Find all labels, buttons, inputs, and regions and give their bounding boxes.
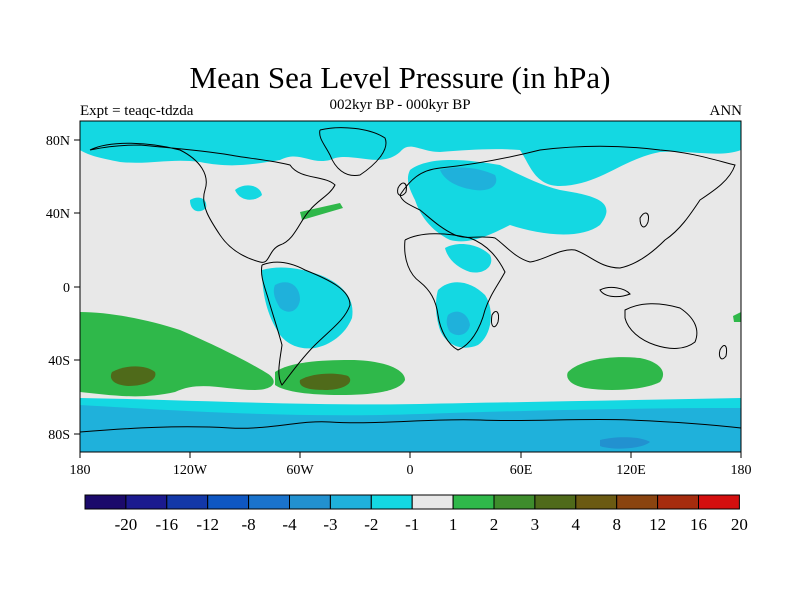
coastline-japan [639, 212, 649, 228]
tick-label-lon-60e: 60E [510, 463, 533, 478]
plot-subtitle: 002kyr BP - 000kyr BP [329, 97, 471, 113]
tick-label-lat-40n: 40N [46, 207, 70, 222]
field-contour-pos1-north-atlantic [300, 203, 343, 220]
colorbar-labels: -20 -16 -12 -8 -4 -3 -2 -1 1 2 3 4 8 12 … [115, 515, 748, 534]
colorbar-box-15 [698, 494, 740, 510]
colorbar-label-13: 12 [649, 515, 666, 534]
field-contour-pos2-south-pacific [110, 366, 156, 386]
coastline-africa [404, 233, 506, 351]
coastline-north-america [89, 142, 336, 263]
tick-label-lon-120e: 120E [616, 463, 646, 478]
field-contour-pos1-indian [567, 357, 664, 390]
colorbar-box-8 [411, 494, 454, 510]
tick-label-lon-180e: 180 [731, 463, 752, 478]
season-label: ANN [709, 103, 743, 119]
colorbar-label-4: -4 [282, 515, 297, 534]
longitude-labels: 180 120W 60W 0 60E 120E 180 [70, 463, 752, 478]
field-contour-neg1-pacific [190, 197, 207, 212]
field-contour-neg2-south-america [273, 282, 300, 312]
coastline-madagascar [491, 311, 499, 328]
colorbar-label-6: -2 [364, 515, 378, 534]
coastline-new-zealand [719, 344, 727, 360]
colorbar-label-0: -20 [115, 515, 138, 534]
colorbar-label-7: -1 [405, 515, 419, 534]
field-contour-pos1-east-pacific [733, 312, 741, 322]
tick-label-lat-80n: 80N [46, 134, 70, 149]
colorbar-box-12 [575, 494, 618, 510]
colorbar-box-3 [207, 494, 250, 510]
field-contour-neg1-north [80, 121, 741, 186]
experiment-label: Expt = teaqc-tdzda [80, 103, 194, 119]
tick-label-lat-80s: 80S [48, 428, 70, 443]
coastline-south-america [261, 261, 351, 386]
colorbar [84, 494, 740, 510]
colorbar-box-2 [166, 494, 209, 510]
tick-label-lon-0: 0 [407, 463, 414, 478]
colorbar-box-7 [370, 494, 413, 510]
axis-ticks [74, 139, 742, 458]
coastline-uk [397, 182, 407, 196]
colorbar-label-14: 16 [690, 515, 707, 534]
colorbar-label-10: 3 [531, 515, 540, 534]
colorbar-box-11 [534, 494, 577, 510]
map-field [80, 121, 741, 452]
colorbar-box-14 [657, 494, 699, 510]
coastline-australia [624, 303, 698, 349]
coastline-greenland [319, 127, 387, 177]
field-contour-neg2-south [80, 405, 741, 452]
colorbar-label-12: 8 [612, 515, 621, 534]
plot-title: Mean Sea Level Pressure (in hPa) [189, 60, 611, 95]
colorbar-label-5: -3 [323, 515, 337, 534]
colorbar-box-5 [289, 494, 331, 510]
field-contour-neg1-atlantic [235, 185, 262, 200]
tick-label-lon-180w: 180 [70, 463, 91, 478]
colorbar-box-10 [493, 494, 536, 510]
tick-label-lon-60w: 60W [286, 463, 314, 478]
colorbar-label-9: 2 [490, 515, 499, 534]
field-contour-neg2-southern-africa [446, 311, 470, 336]
field-contour-neg3-antarctic [600, 437, 650, 449]
colorbar-label-15: 20 [731, 515, 748, 534]
colorbar-box-4 [248, 494, 291, 510]
colorbar-box-9 [452, 494, 495, 510]
field-contour-neg2-scandinavia [440, 167, 497, 191]
field-contour-pos2-south-atlantic [299, 373, 351, 390]
coastline-antarctica [80, 418, 741, 433]
field-contour-neg1-north-africa [445, 244, 492, 273]
tick-label-lon-120w: 120W [173, 463, 208, 478]
colorbar-label-3: -8 [242, 515, 256, 534]
tick-label-lat-0: 0 [63, 281, 70, 296]
colorbar-label-1: -16 [155, 515, 178, 534]
colorbar-box-1 [125, 494, 168, 510]
tick-label-lat-40s: 40S [48, 354, 70, 369]
colorbar-box-6 [329, 494, 372, 510]
colorbar-label-11: 4 [572, 515, 581, 534]
coastline-indonesia [599, 286, 631, 298]
latitude-labels: 80N 40N 0 40S 80S [46, 134, 70, 443]
colorbar-box-13 [616, 494, 659, 510]
colorbar-label-8: 1 [449, 515, 458, 534]
colorbar-label-2: -12 [196, 515, 219, 534]
coastlines [80, 127, 741, 433]
colorbar-box-0 [84, 494, 127, 510]
